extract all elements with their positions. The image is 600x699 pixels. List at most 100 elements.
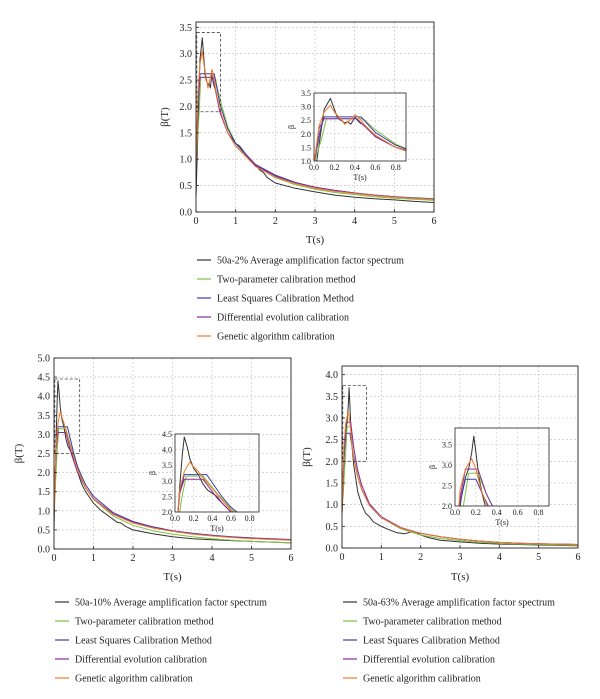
inset-x-axis-label: T(s)	[353, 173, 367, 182]
inset-frame	[313, 92, 407, 162]
inset-y-axis-label: β	[148, 471, 157, 475]
y-tick-label: 4.0	[326, 370, 339, 381]
x-tick-label: 5	[392, 216, 397, 227]
inset-series-group	[177, 436, 238, 512]
inset-x-axis-label: T(s)	[210, 524, 224, 533]
inset-series-line-2	[179, 475, 236, 512]
inset-x-axis-label: T(s)	[495, 518, 509, 527]
zoom-box	[196, 32, 221, 113]
y-tick-label: 1.0	[180, 155, 193, 166]
y-tick-label: 3.0	[326, 414, 339, 425]
inset-x-tick-label: 0.0	[309, 163, 319, 172]
x-tick-label: 1	[233, 216, 238, 227]
x-tick-label: 2	[273, 216, 278, 227]
y-tick-label: 1.0	[326, 500, 339, 511]
x-tick-label: 1	[91, 553, 96, 564]
y-tick-label: 0.0	[326, 544, 339, 555]
y-tick-label: 2.0	[180, 102, 193, 113]
chart-2: 0 1 2 3 4 5 6 0.0 0.5 1.0 1.5 2.0 2.5 3.0 3.5 4.0 4.5 5.0…	[13, 354, 294, 685]
inset-plot: 0.0 0.2 0.4 0.6 0.8 2.0 2.5 3.0 3.5 4.0 4.5 T(s) β	[148, 430, 260, 533]
y-tick-label: 3.5	[38, 411, 51, 422]
x-tick-label: 4	[352, 216, 357, 227]
x-tick-label: 3	[458, 552, 463, 563]
y-tick-label: 0.5	[326, 522, 339, 533]
inset-x-tick-label: 0.6	[226, 514, 236, 523]
inset-series-line-5	[314, 104, 406, 161]
legend-entry: 50a-10% Average amplification factor spe…	[75, 598, 267, 609]
inset-plot: 0.0 0.2 0.4 0.6 0.8 1.0 1.5 2.0 2.5 3.0 3.5 T(s) β	[287, 89, 407, 182]
x-tick-label: 4	[210, 553, 215, 564]
zoom-box	[342, 385, 367, 462]
inset-y-tick-label: 4.0	[162, 446, 172, 455]
series-line-2	[53, 428, 292, 544]
zoom-box	[54, 378, 81, 454]
legend: 50a-10% Average amplification factor spe…	[55, 598, 267, 685]
inset-x-tick-label: 0.0	[170, 514, 180, 523]
y-tick-label: 0.0	[38, 545, 51, 556]
legend-entry: 50a-63% Average amplification factor spe…	[363, 598, 555, 609]
y-tick-label: 4.5	[38, 373, 51, 384]
legend-entry: Two-parameter calibration method	[75, 617, 214, 628]
inset-series-line-3	[314, 116, 406, 161]
inset-frame	[174, 433, 260, 513]
inset-background	[314, 93, 406, 161]
legend-entry: 50a-2% Average amplification factor spec…	[217, 256, 404, 267]
inset-y-tick-label: 2.5	[442, 481, 452, 490]
inset-y-tick-label: 3.5	[162, 461, 172, 470]
legend-entry: Differential evolution calibration	[217, 313, 349, 324]
y-tick-label: 1.0	[38, 506, 51, 517]
x-tick-label: 2	[418, 552, 423, 563]
inset-y-tick-label: 3.5	[442, 440, 452, 449]
y-tick-label: 2.5	[326, 435, 339, 446]
legend-entry: Differential evolution calibration	[363, 655, 495, 666]
series-line-1	[341, 387, 579, 547]
legend: 50a-63% Average amplification factor spe…	[343, 598, 555, 685]
x-tick-label: 1	[379, 552, 384, 563]
inset-series-line-1	[177, 436, 232, 512]
y-axis-label: β(T)	[159, 107, 171, 127]
legend-entry: Genetic algorithm calibration	[363, 674, 481, 685]
y-tick-label: 2.0	[326, 457, 339, 468]
legend-entry: Genetic algorithm calibration	[217, 332, 335, 343]
inset-series-line-5	[458, 458, 489, 506]
inset-y-tick-label: 3.5	[301, 89, 311, 98]
x-tick-label: 5	[536, 552, 541, 563]
y-tick-label: 2.5	[180, 76, 193, 87]
x-tick-label: 0	[194, 216, 199, 227]
legend-entry: Least Squares Calibration Method	[363, 636, 500, 647]
x-tick-label: 6	[289, 553, 294, 564]
inset-x-tick-label: 0.8	[391, 163, 401, 172]
inset-x-tick-label: 0.0	[450, 508, 460, 517]
x-tick-label: 0	[340, 552, 345, 563]
chart-1: 0 1 2 3 4 5 6 0.0 0.5 1.0 1.5 2.0 2.5 3.0 3.5 T(s) β(T) 0…	[159, 21, 437, 343]
inset-x-tick-label: 0.4	[492, 508, 502, 517]
chart-3: 0 1 2 3 4 5 6 0.0 0.5 1.0 1.5 2.0 2.5 3.0 3.5 4.0 T(s) β(…	[301, 365, 581, 685]
legend-entry: Least Squares Calibration Method	[75, 636, 212, 647]
y-axis-label: β(T)	[13, 443, 25, 463]
legend-entry: Least Squares Calibration Method	[217, 294, 354, 305]
series-line-5	[53, 411, 292, 541]
x-axis-label: T(s)	[163, 571, 182, 583]
inset-x-tick-label: 0.6	[370, 163, 380, 172]
y-tick-label: 1.5	[326, 479, 339, 490]
inset-y-tick-label: 3.0	[301, 103, 311, 112]
inset-series-group	[458, 435, 494, 506]
x-tick-label: 3	[170, 553, 175, 564]
inset-x-tick-label: 0.2	[329, 163, 339, 172]
y-tick-label: 0.5	[38, 525, 51, 536]
y-tick-label: 2.5	[38, 449, 51, 460]
series-line-5	[195, 50, 435, 200]
y-tick-label: 4.0	[38, 392, 51, 403]
inset-y-tick-label: 3.0	[442, 461, 452, 470]
legend-entry: Two-parameter calibration method	[217, 275, 356, 286]
y-tick-label: 0.5	[180, 181, 193, 192]
series-line-1	[53, 380, 292, 544]
y-tick-label: 5.0	[38, 354, 51, 365]
series-line-5	[341, 411, 579, 545]
inset-y-tick-label: 1.0	[301, 157, 311, 166]
inset-y-tick-label: 2.0	[301, 130, 311, 139]
inset-plot: 0.0 0.2 0.4 0.6 0.8 2.0 2.5 3.0 3.5 T(s) β	[428, 427, 550, 527]
inset-y-tick-label: 3.0	[162, 477, 172, 486]
x-tick-label: 0	[52, 553, 57, 564]
